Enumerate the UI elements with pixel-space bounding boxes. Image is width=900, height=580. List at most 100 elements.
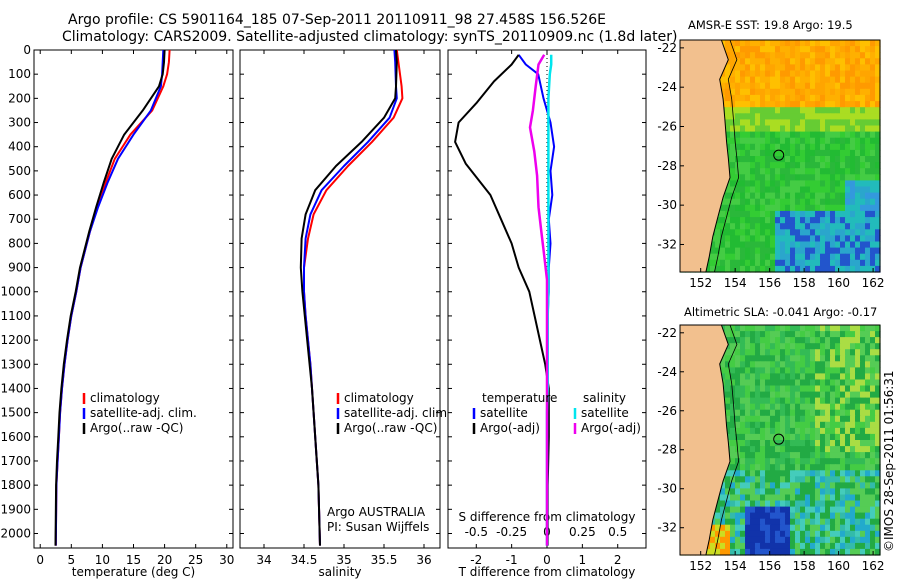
x-axis-label: T difference from climatology — [458, 565, 636, 579]
shelf-contour — [714, 39, 740, 273]
x-axis-label: temperature (deg C) — [72, 565, 195, 579]
depth-tick-label: 1000 — [0, 285, 31, 299]
plot-frame — [33, 49, 234, 549]
lat-tick-label: -32 — [657, 521, 677, 535]
legend-label: satellite-adj. clim. — [90, 406, 197, 420]
x-axis-label: salinity — [318, 565, 361, 579]
lat-tick-label: -24 — [657, 80, 677, 94]
depth-tick-label: 1500 — [0, 406, 31, 420]
sla-map-title: Altimetric SLA: -0.041 Argo: -0.17 — [684, 305, 878, 319]
lon-tick-label: 152 — [689, 276, 712, 290]
x-tick-label: 5 — [67, 553, 75, 567]
x-tick-label: 35.5 — [371, 553, 398, 567]
salinity-panel: 34 34.5 35 35.5 36 salinity climatologysatelli… — [239, 49, 451, 579]
title-line-1: Argo profile: CS 5901164_185 07-Sep-2011… — [68, 12, 606, 28]
legend-temperature-heading: temperature — [482, 391, 557, 405]
timestamp: ©IMOS 28-Sep-2011 01:56:31 — [882, 370, 896, 552]
lat-tick-label: -32 — [657, 237, 677, 251]
x-tick-label: 34 — [256, 553, 271, 567]
lat-tick-label: -26 — [657, 120, 677, 134]
lat-tick-label: -30 — [657, 198, 677, 212]
sst-map: 152 154 156 158 160 162 -22 -24 -26 -28 -30 -32 — [657, 39, 885, 290]
lon-tick-label: 154 — [724, 559, 747, 573]
x-tick-label: 36 — [416, 553, 431, 567]
legend-label: satellite — [480, 406, 528, 420]
lon-tick-label: 158 — [793, 559, 816, 573]
legend-salinity-heading: salinity — [583, 391, 626, 405]
legend-label: Argo(..raw -QC) — [90, 421, 183, 435]
lon-tick-label: 158 — [793, 276, 816, 290]
lon-tick-label: 160 — [827, 276, 850, 290]
lat-tick-label: -22 — [657, 326, 677, 340]
lat-tick-label: -26 — [657, 404, 677, 418]
legend-label: Argo(..raw -QC) — [344, 421, 437, 435]
x-tick-label: 34.5 — [291, 553, 318, 567]
depth-tick-label: 800 — [8, 236, 31, 250]
lon-tick-label: 154 — [724, 276, 747, 290]
depth-tick-label: 1600 — [0, 430, 31, 444]
argo-annotation-line1: Argo AUSTRALIA — [327, 505, 426, 519]
legend-label: satellite — [581, 406, 629, 420]
depth-tick-label: 1200 — [0, 333, 31, 347]
depth-tick-label: 1100 — [0, 309, 31, 323]
series-line-argo-raw-qc- — [299, 49, 398, 546]
depth-tick-label: 700 — [8, 212, 31, 226]
depth-tick-label: 1400 — [0, 381, 31, 395]
legend-label: climatology — [344, 391, 414, 405]
sst-map-title: AMSR-E SST: 19.8 Argo: 19.5 — [688, 18, 853, 32]
x-tick-label: 15 — [126, 553, 141, 567]
lat-tick-label: -28 — [657, 159, 677, 173]
depth-tick-label: 100 — [8, 67, 31, 81]
salinity-scale-label: -0.25 — [496, 525, 527, 539]
x-tick-label: 30 — [219, 553, 234, 567]
x-tick-label: 0 — [543, 553, 551, 567]
difference-panel: -2 -1 0 1 2T difference from climatology -0.5… — [447, 49, 647, 579]
lon-tick-label: 162 — [862, 559, 885, 573]
legend-label: satellite-adj. clim. — [344, 406, 451, 420]
lat-tick-label: -30 — [657, 482, 677, 496]
x-tick-label: 1 — [579, 553, 587, 567]
salinity-scale-label: 0.25 — [569, 525, 596, 539]
depth-tick-label: 300 — [8, 116, 31, 130]
x-tick-label: -2 — [470, 553, 482, 567]
legend-label: climatology — [90, 391, 160, 405]
depth-tick-label: 600 — [8, 188, 31, 202]
x-tick-label: 25 — [188, 553, 203, 567]
x-tick-label: 20 — [157, 553, 172, 567]
legend-label: Argo(-adj) — [581, 421, 641, 435]
depth-tick-label: 400 — [8, 140, 31, 154]
plot-frame — [239, 49, 441, 549]
depth-tick-label: 500 — [8, 164, 31, 178]
depth-tick-label: 1800 — [0, 478, 31, 492]
x-tick-label: 0 — [36, 553, 44, 567]
x-tick-label: -1 — [506, 553, 518, 567]
title-line-2: Climatology: CARS2009. Satellite-adjuste… — [62, 29, 678, 45]
salinity-scale-label: 0.5 — [608, 525, 627, 539]
depth-tick-label: 200 — [8, 91, 31, 105]
argo-annotation-line2: PI: Susan Wijffels — [327, 520, 429, 534]
series-line-salinity-argo-adj- — [528, 54, 549, 546]
lat-tick-label: -24 — [657, 365, 677, 379]
lat-tick-label: -22 — [657, 41, 677, 55]
series-line-argo-raw-qc- — [54, 49, 166, 546]
lon-tick-label: 160 — [827, 559, 850, 573]
depth-tick-label: 1300 — [0, 357, 31, 371]
depth-tick-label: 1900 — [0, 502, 31, 516]
series-line-temperature-argo-adj- — [454, 54, 550, 546]
depth-tick-label: 0 — [23, 43, 31, 57]
x-tick-label: 2 — [614, 553, 622, 567]
x-tick-label: 10 — [95, 553, 110, 567]
x-tick-label: 35 — [336, 553, 351, 567]
map-frame — [679, 39, 881, 273]
legend-label: Argo(-adj) — [480, 421, 540, 435]
lon-tick-label: 152 — [689, 559, 712, 573]
lon-tick-label: 162 — [862, 276, 885, 290]
depth-tick-label: 900 — [8, 261, 31, 275]
lat-tick-label: -28 — [657, 443, 677, 457]
temperature-panel: 0100200300400500600700800900100011001200… — [0, 43, 234, 579]
shelf-contour — [714, 324, 740, 556]
lon-tick-label: 156 — [758, 559, 781, 573]
sla-map: 152 154 156 158 160 162 -22 -24 -26 -28 -30 -32 — [657, 324, 885, 573]
depth-tick-label: 1700 — [0, 454, 31, 468]
